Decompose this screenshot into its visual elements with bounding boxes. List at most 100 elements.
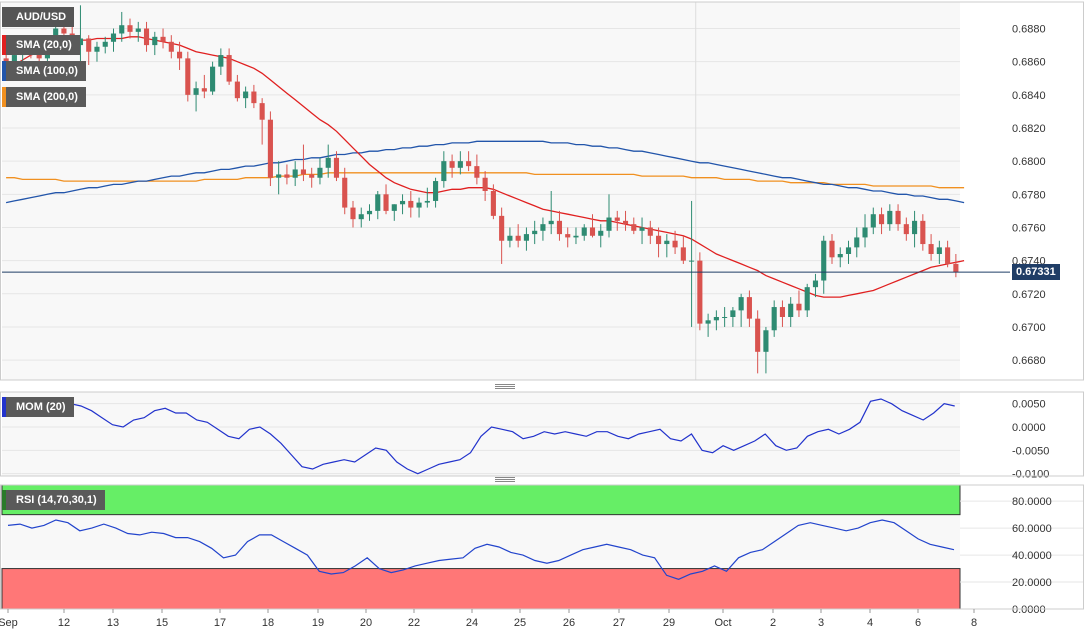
candle-body bbox=[837, 254, 843, 258]
date-axis-label: 20 bbox=[360, 617, 372, 629]
candle-body bbox=[515, 235, 521, 241]
candle-body bbox=[713, 317, 719, 321]
candle-body bbox=[325, 157, 331, 168]
panel-resize-handle-2[interactable] bbox=[495, 477, 515, 482]
candle-body bbox=[143, 28, 150, 46]
date-axis-label: 25 bbox=[514, 617, 526, 629]
date-axis-label: Oct bbox=[714, 617, 731, 629]
candle-body bbox=[243, 91, 249, 99]
candle-body bbox=[177, 51, 183, 59]
candle-body bbox=[672, 240, 678, 248]
candle-body bbox=[36, 51, 42, 59]
date-axis-label: 17 bbox=[214, 617, 226, 629]
candle-body bbox=[953, 263, 959, 273]
candle-body bbox=[358, 214, 364, 220]
candle-body bbox=[746, 297, 752, 319]
candle-body bbox=[936, 247, 942, 254]
date-axis-label: 24 bbox=[466, 617, 478, 629]
candle-body bbox=[507, 235, 513, 241]
candle-body bbox=[284, 174, 290, 178]
candle-body bbox=[680, 247, 686, 261]
candle-body bbox=[722, 317, 728, 318]
current-price-tag: 0.67331 bbox=[1012, 264, 1060, 281]
candle-body bbox=[606, 217, 612, 231]
rsi-tick-label: 40.0000 bbox=[1012, 550, 1052, 562]
candle-body bbox=[86, 38, 92, 52]
candle-body bbox=[614, 217, 620, 221]
candle-body bbox=[218, 55, 224, 67]
sma100-line bbox=[5, 140, 965, 204]
candle-body bbox=[276, 174, 282, 178]
price-panel: 0.6680 0.6700 0.6720 0.6740 0.6760 0.6780 0.68… bbox=[0, 0, 1085, 384]
candle-body bbox=[845, 247, 852, 254]
candle-body bbox=[788, 303, 794, 317]
legend-mom[interactable]: MOM (20) bbox=[2, 397, 74, 417]
candle-body bbox=[730, 310, 736, 317]
rsi-tick-label: 60.0000 bbox=[1012, 523, 1052, 535]
candle-body bbox=[738, 297, 744, 311]
price-chart[interactable]: 0.66800.67000.67200.67400.67600.67800.68… bbox=[0, 0, 1085, 384]
price-tick-label: 0.6720 bbox=[1012, 289, 1046, 301]
mom-frame bbox=[0, 391, 1084, 477]
candle-body bbox=[234, 81, 240, 99]
price-tick-label: 0.6820 bbox=[1012, 123, 1046, 135]
sma100-label: SMA (100,0) bbox=[16, 65, 78, 77]
date-axis-label: 13 bbox=[107, 617, 119, 629]
panel-resize-handle-1[interactable] bbox=[495, 384, 515, 389]
date-axis-label: 19 bbox=[312, 617, 324, 629]
mom-chart[interactable]: 0.0050 0.0000 -0.0050 -0.0100 bbox=[0, 390, 1085, 481]
candle-body bbox=[755, 318, 761, 352]
date-axis-label: 12 bbox=[58, 617, 70, 629]
candle-body bbox=[267, 119, 273, 178]
candle-body bbox=[499, 215, 505, 241]
date-axis-label: 8 bbox=[971, 617, 977, 629]
date-axis-label: 29 bbox=[663, 617, 675, 629]
date-axis-label: 18 bbox=[262, 617, 274, 629]
candle-body bbox=[548, 220, 554, 225]
candle-body bbox=[573, 235, 579, 238]
candle-body bbox=[920, 220, 926, 245]
price-tick-label: 0.6840 bbox=[1012, 90, 1046, 102]
candle-body bbox=[697, 260, 703, 324]
sma20-swatch bbox=[2, 35, 6, 55]
candle-body bbox=[664, 240, 670, 245]
candle-body bbox=[887, 210, 893, 225]
candle-body bbox=[466, 161, 472, 167]
candle-body bbox=[259, 103, 265, 120]
candle-body bbox=[912, 220, 918, 235]
candle-body bbox=[424, 200, 430, 203]
candle-body bbox=[829, 240, 835, 258]
rsi-overbought-zone bbox=[1, 484, 961, 516]
date-axis-label: 6 bbox=[915, 617, 921, 629]
candle-body bbox=[433, 181, 439, 201]
candle-body bbox=[878, 214, 885, 225]
legend-sma200[interactable]: SMA (200,0) bbox=[2, 87, 86, 107]
sma100-swatch bbox=[2, 61, 6, 81]
price-plot-area bbox=[2, 2, 960, 380]
candle-body bbox=[333, 157, 340, 178]
mom-line bbox=[7, 398, 955, 475]
legend-sma100[interactable]: SMA (100,0) bbox=[2, 61, 86, 81]
candle-body bbox=[342, 177, 348, 208]
candle-body bbox=[639, 227, 645, 231]
candle-body bbox=[771, 307, 777, 331]
candle-body bbox=[127, 25, 133, 32]
candle-body bbox=[449, 161, 455, 168]
date-axis-label: 22 bbox=[408, 617, 420, 629]
candle-body bbox=[895, 210, 901, 225]
legend-rsi[interactable]: RSI (14,70,30,1) bbox=[2, 490, 105, 510]
candle-body bbox=[928, 244, 934, 254]
candle-body bbox=[375, 194, 381, 211]
candle-body bbox=[251, 91, 257, 104]
candle-body bbox=[94, 46, 100, 52]
rsi-chart[interactable]: 80.0000 60.0000 40.0000 20.0000 0.0000 Sep 12 1… bbox=[0, 483, 1085, 637]
rsi-tick-label: 80.0000 bbox=[1012, 496, 1052, 508]
candle-body bbox=[903, 224, 909, 235]
legend-sma20[interactable]: SMA (20,0) bbox=[2, 35, 80, 55]
candle-body bbox=[581, 227, 587, 236]
price-tick-label: 0.6800 bbox=[1012, 156, 1046, 168]
candle-body bbox=[119, 25, 125, 34]
mom-swatch bbox=[2, 397, 6, 417]
instrument-label[interactable]: AUD/USD bbox=[2, 7, 75, 27]
rsi-oversold-zone bbox=[1, 568, 961, 610]
